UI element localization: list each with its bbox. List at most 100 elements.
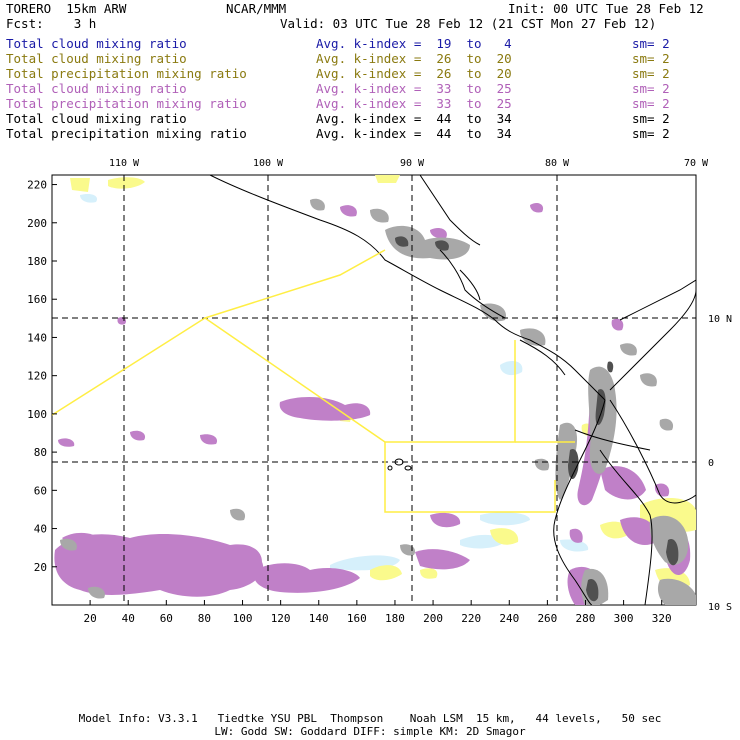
cloud-patch	[400, 544, 416, 556]
smoothing: sm= 2	[632, 66, 670, 81]
smoothing: sm= 2	[632, 126, 670, 141]
cloud-patch	[640, 373, 657, 387]
valid-time: Valid: 03 UTC Tue 28 Feb 12 (21 CST Mon …	[280, 16, 657, 31]
legend-row: Total precipitation mixing ratio Avg. k-i…	[6, 126, 736, 141]
border	[574, 429, 651, 451]
x-tick-label: 60	[160, 612, 173, 625]
cloud-patch	[80, 193, 98, 203]
precip-patch	[54, 534, 264, 597]
footer-physics-info: LW: Godd SW: Goddard DIFF: simple KM: 2D…	[214, 725, 526, 738]
precip-patch	[370, 565, 402, 581]
outline-box	[384, 442, 556, 513]
precip-patch	[375, 175, 400, 183]
x-tick-label: 20	[83, 612, 96, 625]
y-tick-label: 140	[27, 331, 47, 344]
border	[459, 269, 481, 301]
cloud-core	[666, 538, 679, 566]
coastline	[419, 175, 481, 246]
cloud-patch	[480, 512, 530, 526]
cloud-patch	[60, 538, 77, 551]
field-name: Total cloud mixing ratio	[6, 51, 187, 66]
x-tick-label: 160	[347, 612, 367, 625]
cloud-patch	[500, 360, 523, 376]
field-name: Total cloud mixing ratio	[6, 36, 187, 51]
x-axis-ticks: 20 40 60 80 100 120 140 160 180 200 220 240 260 280 30…	[83, 600, 672, 625]
smoothing: sm= 2	[632, 81, 670, 96]
x-tick-label: 300	[614, 612, 634, 625]
cloud-core	[395, 236, 409, 247]
smoothing: sm= 2	[632, 51, 670, 66]
field-name: Total precipitation mixing ratio	[6, 66, 247, 81]
precip-patch	[340, 205, 357, 217]
x-tick-label: 100	[233, 612, 253, 625]
y-tick-label: 80	[34, 446, 47, 459]
coastline	[619, 279, 696, 321]
lon-label: 80 W	[545, 158, 570, 169]
y-tick-label: 160	[27, 293, 47, 306]
k-index-range: Avg. k-index = 26 to 20	[316, 66, 512, 81]
y-tick-label: 120	[27, 370, 47, 383]
galapagos-island	[404, 465, 412, 471]
precip-patch	[70, 178, 90, 192]
precip-patch	[58, 438, 75, 447]
precip-patch	[130, 430, 146, 441]
galapagos-island	[387, 465, 393, 471]
y-tick-label: 220	[27, 179, 47, 192]
smoothing: sm= 2	[632, 111, 670, 126]
x-tick-label: 220	[461, 612, 481, 625]
precip-patch	[415, 549, 470, 570]
border	[599, 449, 653, 605]
precip-patch	[490, 528, 519, 545]
y-tick-label: 100	[27, 408, 47, 421]
coastline	[553, 399, 606, 605]
precip-patch	[600, 521, 629, 539]
cloud-core	[568, 449, 579, 480]
weather-map: 110 W 100 W 90 W 80 W 70 W 10 N 0 10 S 220 200 1…	[27, 158, 732, 625]
cloud-patch	[659, 418, 674, 431]
lon-label: 110 W	[109, 158, 140, 169]
precip-patch	[420, 568, 438, 579]
precip-patch	[430, 512, 461, 528]
latitude-labels: 10 N 0 10 S	[708, 314, 732, 613]
precip-patch	[569, 528, 583, 543]
coastlines	[209, 175, 696, 605]
k-index-range: Avg. k-index = 26 to 20	[316, 51, 512, 66]
cloud-patch	[385, 225, 470, 260]
region-outlines	[52, 249, 575, 513]
coastline	[209, 175, 606, 401]
init-time: Init: 00 UTC Tue 28 Feb 12	[508, 1, 704, 16]
smoothing: sm= 2	[632, 36, 670, 51]
organization: NCAR/MMM	[226, 1, 287, 16]
cloud-patch	[230, 508, 246, 521]
x-tick-label: 200	[423, 612, 443, 625]
k-index-range: Avg. k-index = 33 to 25	[316, 96, 512, 111]
outline-north	[204, 249, 386, 319]
precip-patch	[611, 318, 624, 331]
field-name: Total precipitation mixing ratio	[6, 96, 247, 111]
cloud-core	[607, 361, 614, 373]
legend-row: Total cloud mixing ratio Avg. k-index = 1…	[6, 36, 736, 51]
cloud-core	[586, 578, 599, 602]
header-panel: TORERO 15km ARW NCAR/MMM Init: 00 UTC Tu…	[0, 0, 740, 150]
model-title: TORERO 15km ARW	[6, 1, 127, 16]
precip-patch	[108, 177, 145, 189]
lon-label: 90 W	[400, 158, 425, 169]
cloud-patch	[520, 328, 546, 346]
cloud-patch	[588, 366, 617, 474]
border	[609, 399, 696, 504]
forecast-hour: Fcst: 3 h	[6, 16, 97, 31]
lat-lon-grid	[52, 175, 696, 605]
legend-row: Total cloud mixing ratio Avg. k-index = 3…	[6, 81, 736, 96]
y-tick-label: 20	[34, 561, 47, 574]
dark-cloud-cores	[395, 236, 679, 602]
lat-label: 0	[708, 458, 714, 469]
x-tick-label: 180	[385, 612, 405, 625]
x-tick-label: 40	[122, 612, 135, 625]
field-name: Total precipitation mixing ratio	[6, 126, 247, 141]
lat-label: 10 N	[708, 314, 732, 325]
longitude-labels: 110 W 100 W 90 W 80 W 70 W	[109, 158, 709, 169]
cloud-patch	[560, 539, 589, 552]
precip-patch	[654, 483, 670, 497]
coastline	[439, 249, 506, 319]
precip-patch	[430, 227, 447, 239]
